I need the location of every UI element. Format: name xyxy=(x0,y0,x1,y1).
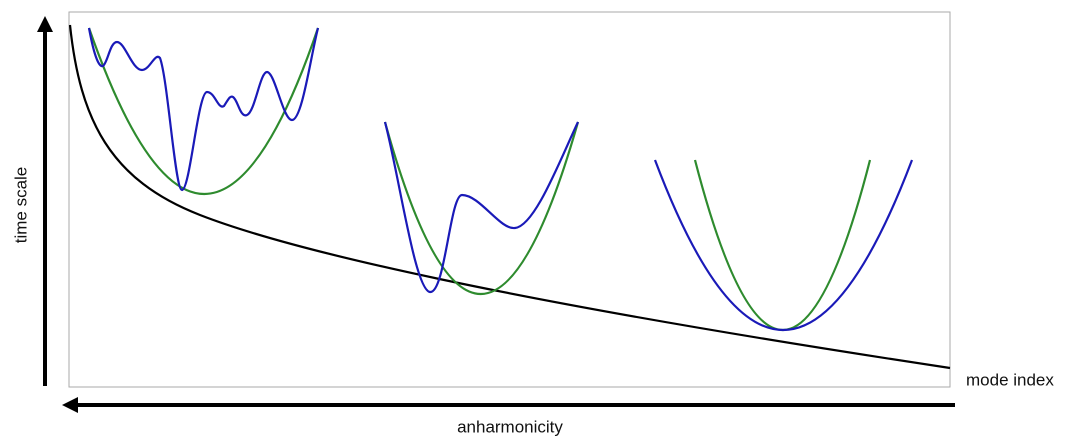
decay-curve xyxy=(68,24,951,370)
x-axis-label: mode index xyxy=(966,370,1054,389)
arrow-label: anharmonicity xyxy=(457,417,563,436)
anharmonic-well xyxy=(87,27,320,192)
harmonic-well xyxy=(383,121,580,296)
y-axis-label: time scale xyxy=(11,167,30,244)
frame xyxy=(68,11,951,388)
harmonic-well xyxy=(87,27,320,196)
anharmonic-well xyxy=(383,121,579,294)
anharmonic-well xyxy=(653,159,914,332)
